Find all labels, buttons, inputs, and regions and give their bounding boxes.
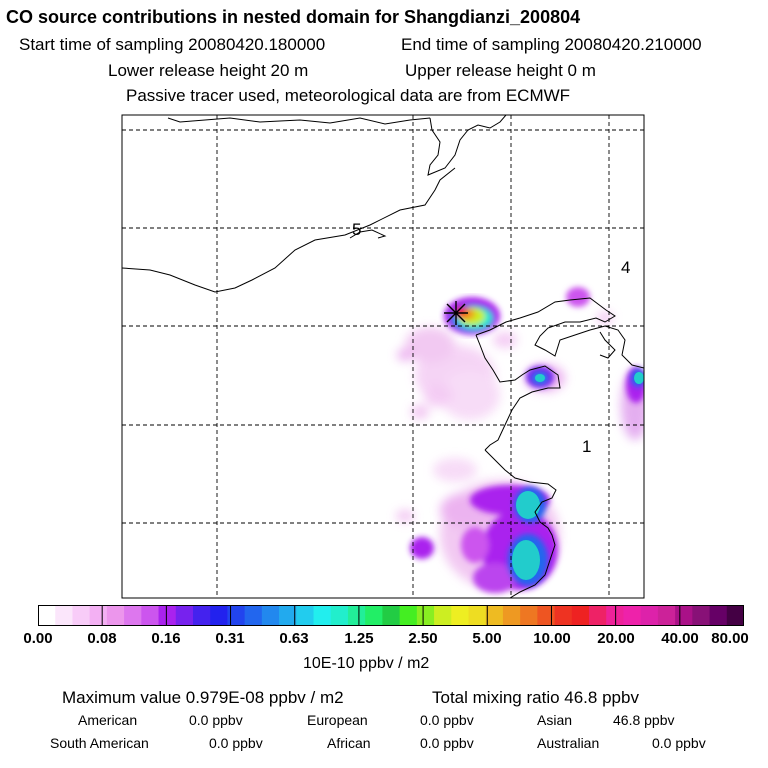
legend-swatch <box>451 605 469 626</box>
south-american-value: 0.0 ppbv <box>209 735 263 751</box>
legend-swatch <box>124 605 142 626</box>
region-label-4: 4 <box>621 258 630 277</box>
asian-label: Asian <box>537 712 573 728</box>
legend-tick: 0.31 <box>215 630 245 647</box>
legend-tick: 40.00 <box>661 630 699 647</box>
legend-swatch <box>38 605 56 626</box>
legend-swatch <box>244 605 263 626</box>
end-time-label: End time of sampling 20080420.210000 <box>401 35 702 54</box>
total-mixing-ratio-label: Total mixing ratio 46.8 ppbv <box>432 688 639 707</box>
legend-swatch <box>468 605 487 626</box>
legend-swatch <box>382 605 401 626</box>
tracer-label: Passive tracer used, meteorological data… <box>126 86 571 105</box>
legend-swatch <box>502 605 521 626</box>
legend-swatch <box>279 605 297 626</box>
american-label: American <box>78 712 138 728</box>
legend-swatch <box>158 605 177 626</box>
legend-swatch <box>210 605 228 626</box>
australian-label: Australian <box>537 735 600 751</box>
x-star-icon <box>444 301 468 325</box>
legend-swatch <box>227 605 246 626</box>
legend-swatch <box>434 605 452 626</box>
legend-swatch <box>347 605 366 626</box>
legend-tick: 0.63 <box>279 630 309 647</box>
legend-swatch <box>640 605 659 626</box>
legend-swatch <box>485 605 504 626</box>
legend-swatch <box>606 605 624 626</box>
legend-swatch <box>261 605 280 626</box>
legend-swatch <box>330 605 349 626</box>
legend-swatch <box>709 605 728 626</box>
legend-swatch <box>365 605 383 626</box>
legend-swatch <box>692 605 711 626</box>
legend-swatch <box>89 605 108 626</box>
australian-value: 0.0 ppbv <box>652 735 706 751</box>
legend-tick: 0.00 <box>23 630 53 647</box>
asian-value: 46.8 ppbv <box>613 712 675 728</box>
legend-tick: 0.16 <box>151 630 181 647</box>
legend-swatch <box>726 605 744 626</box>
legend-tick: 0.08 <box>87 630 117 647</box>
page-title: CO source contributions in nested domain… <box>6 7 581 27</box>
legend-swatch <box>416 605 435 626</box>
map-frame <box>121 114 645 599</box>
african-label: African <box>327 735 371 751</box>
region-label-5: 5 <box>352 220 361 239</box>
legend-swatch <box>72 605 91 626</box>
legend-swatch <box>399 605 418 626</box>
legend-swatch <box>537 605 556 626</box>
max-value-label: Maximum value 0.979E-08 ppbv / m2 <box>62 688 344 707</box>
start-time-label: Start time of sampling 20080420.180000 <box>19 35 326 54</box>
legend-swatch <box>55 605 73 626</box>
legend-border <box>38 605 744 626</box>
upper-height-label: Upper release height 0 m <box>405 61 596 80</box>
legend-swatch <box>571 605 590 626</box>
legend-tick: 80.00 <box>711 630 749 647</box>
legend-swatch <box>141 605 160 626</box>
legend-tick: 2.50 <box>408 630 438 647</box>
concentration-plume <box>396 287 644 593</box>
legend-tick: 5.00 <box>472 630 502 647</box>
legend-swatch <box>554 605 573 626</box>
region-label-1: 1 <box>582 437 591 456</box>
legend-swatch <box>657 605 676 626</box>
legend-swatch <box>175 605 194 626</box>
legend-tick: 1.25 <box>344 630 374 647</box>
legend-tick: 20.00 <box>597 630 635 647</box>
african-value: 0.0 ppbv <box>420 735 474 751</box>
lower-height-label: Lower release height 20 m <box>108 61 309 80</box>
coastline <box>122 115 644 598</box>
legend-swatch <box>675 605 693 626</box>
american-value: 0.0 ppbv <box>189 712 243 728</box>
color-legend-bar <box>38 605 744 626</box>
legend-swatch <box>623 605 642 626</box>
legend-swatch <box>106 605 125 626</box>
legend-swatch <box>589 605 607 626</box>
grid-lines <box>122 115 644 598</box>
european-value: 0.0 ppbv <box>420 712 474 728</box>
european-label: European <box>307 712 368 728</box>
south-american-label: South American <box>50 735 149 751</box>
legend-swatch <box>192 605 211 626</box>
legend-tick: 10.00 <box>533 630 571 647</box>
legend-unit: 10E-10 ppbv / m2 <box>303 655 430 672</box>
legend-swatch <box>313 605 332 626</box>
legend-swatch <box>520 605 538 626</box>
legend-swatch <box>296 605 315 626</box>
